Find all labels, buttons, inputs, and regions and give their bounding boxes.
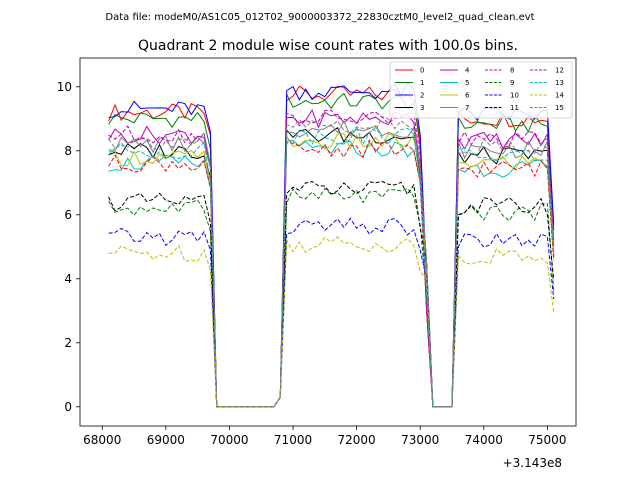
legend-label-15: 15: [555, 104, 564, 112]
x-tick-label: 72000: [338, 433, 376, 447]
legend-label-6: 6: [465, 92, 470, 100]
legend-label-4: 4: [465, 67, 470, 75]
x-axis: 68000 69000 70000 71000 72000 73000 74000 75000: [83, 426, 566, 447]
series-line-10: [108, 217, 555, 408]
series-line-8: [108, 138, 555, 408]
legend-label-1: 1: [420, 79, 424, 87]
series-line-12: [108, 109, 555, 408]
y-tick-label: 4: [64, 272, 72, 286]
series-line-3: [108, 127, 555, 408]
x-offset-label: +3.143e8: [503, 456, 562, 470]
legend-label-11: 11: [510, 104, 519, 112]
legend-label-12: 12: [555, 67, 564, 75]
legend-label-3: 3: [420, 104, 424, 112]
x-tick-label: 73000: [401, 433, 439, 447]
y-axis: 0 2 4 6 8 10: [57, 80, 80, 414]
series-line-5: [108, 139, 555, 408]
series-line-9: [108, 187, 555, 408]
y-tick-label: 0: [64, 400, 72, 414]
series-line-13: [108, 126, 555, 408]
x-tick-label: 69000: [147, 433, 185, 447]
axes-frame: [79, 57, 577, 427]
plot-area: [79, 57, 577, 427]
legend-box: [389, 61, 573, 119]
legend-label-10: 10: [510, 92, 519, 100]
legend-label-7: 7: [465, 104, 469, 112]
series-line-6: [108, 132, 555, 408]
legend-label-13: 13: [555, 79, 564, 87]
series-line-4: [108, 108, 555, 408]
legend-label-14: 14: [555, 92, 564, 100]
chart-title: Quadrant 2 module wise count rates with …: [138, 38, 518, 54]
series-line-1: [108, 92, 555, 408]
y-tick-label: 8: [64, 144, 72, 158]
series-line-7: [108, 119, 555, 408]
x-tick-label: 70000: [210, 433, 248, 447]
suptitle: Data file: modeM0/AS1C05_012T02_90000033…: [105, 12, 534, 23]
legend-label-8: 8: [510, 67, 514, 75]
series-line-15: [108, 115, 555, 408]
legend-label-0: 0: [420, 67, 424, 75]
legend-label-2: 2: [420, 92, 424, 100]
y-tick-label: 6: [64, 208, 72, 222]
legend-label-9: 9: [510, 79, 514, 87]
y-tick-label: 2: [64, 336, 72, 350]
series-line-14: [108, 236, 555, 408]
series-line-11: [108, 180, 555, 408]
x-tick-label: 75000: [528, 433, 566, 447]
x-tick-label: 68000: [83, 433, 121, 447]
x-tick-label: 71000: [274, 433, 312, 447]
x-tick-label: 74000: [465, 433, 503, 447]
legend-label-5: 5: [465, 79, 469, 87]
y-tick-label: 10: [57, 80, 72, 94]
